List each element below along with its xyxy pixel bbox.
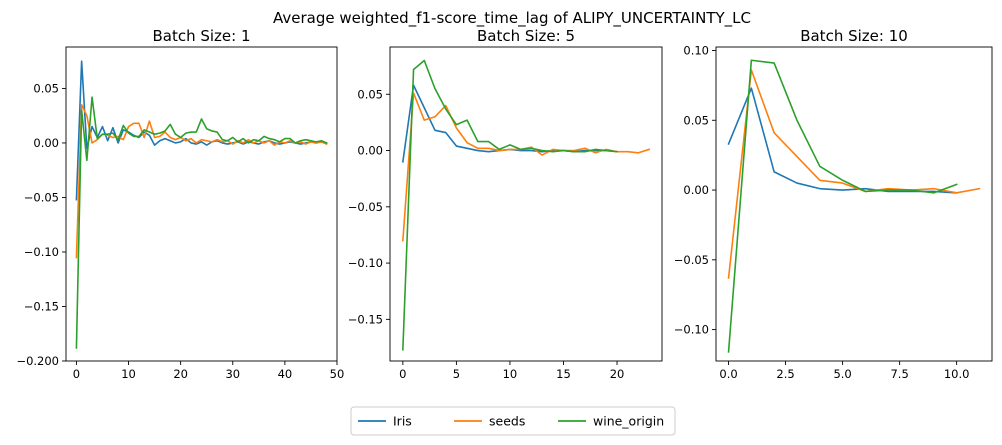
series-line-iris xyxy=(727,87,958,194)
legend: Iris seeds wine_origin xyxy=(350,406,676,436)
axes-frame xyxy=(715,46,993,362)
series-line-seeds xyxy=(727,69,981,279)
subplot-title: Batch Size: 5 xyxy=(477,27,575,45)
x-tick-label: 15 xyxy=(556,367,571,381)
subplot-title: Batch Size: 1 xyxy=(152,27,250,45)
series-line-seeds xyxy=(75,103,328,259)
y-tick-label: −0.05 xyxy=(674,253,709,267)
y-tick-label: −0.15 xyxy=(348,312,383,326)
y-tick-label: −0.10 xyxy=(674,323,709,337)
subplot-2: Batch Size: 5 0 5 10 15 20 −0.15 −0.10 −0.05 0.00… xyxy=(348,27,663,381)
x-tick-label: 2.5 xyxy=(776,367,794,381)
subplot-title: Batch Size: 10 xyxy=(800,27,908,45)
y-tick-label: 0.05 xyxy=(33,81,59,95)
x-tick-label: 0 xyxy=(73,367,80,381)
x-tick-label: 5.0 xyxy=(833,367,851,381)
series-line-iris xyxy=(401,84,618,163)
legend-frame xyxy=(350,406,676,436)
x-tick-label: 40 xyxy=(278,367,293,381)
axes-frame xyxy=(65,46,338,362)
series-line-wine-origin xyxy=(727,59,958,353)
y-tick-label: 0.00 xyxy=(33,136,59,150)
x-tick-label: 7.5 xyxy=(890,367,908,381)
legend-label: Iris xyxy=(393,414,412,429)
y-tick-label: −0.05 xyxy=(24,190,59,204)
x-tick-label: 10 xyxy=(503,367,518,381)
series-line-wine-origin xyxy=(75,96,328,349)
legend-label: wine_origin xyxy=(593,414,664,429)
y-tick-label: 0.10 xyxy=(683,43,709,57)
y-tick-label: 0.00 xyxy=(683,183,709,197)
axes-frame xyxy=(389,46,663,362)
subplot-3: Batch Size: 10 0.0 2.5 5.0 7.5 10.0 −0.10 −0.05… xyxy=(674,27,993,381)
subplots: Batch Size: 10 10 20 30 40 50−0.200−0.15−0.10… xyxy=(16,27,993,381)
y-tick-label: 0.05 xyxy=(683,113,709,127)
series-line-iris xyxy=(75,60,328,201)
y-tick-label: −0.15 xyxy=(24,299,59,313)
x-tick-label: 20 xyxy=(610,367,625,381)
x-tick-label: 0 xyxy=(399,367,406,381)
series-line-wine-origin xyxy=(402,59,618,351)
y-tick-label: −0.10 xyxy=(24,245,59,259)
figure-suptitle: Average weighted_f1-score_time_lag of AL… xyxy=(273,9,751,28)
series-group xyxy=(75,60,328,349)
y-tick-label: 0.00 xyxy=(357,144,383,158)
y-tick-label: −0.200 xyxy=(16,354,59,368)
legend-label: seeds xyxy=(489,414,525,429)
x-tick-label: 0.0 xyxy=(719,367,737,381)
x-tick-label: 10.0 xyxy=(944,367,970,381)
x-tick-label: 30 xyxy=(225,367,240,381)
y-tick-label: −0.05 xyxy=(348,200,383,214)
x-tick-label: 5 xyxy=(453,367,460,381)
subplot-1: Batch Size: 1 0 10 20 30 40 50 −0.200 −0.15 −0.10… xyxy=(16,27,344,381)
x-tick-label: 50 xyxy=(330,367,345,381)
x-tick-label: 10 xyxy=(121,367,136,381)
series-group xyxy=(401,59,651,351)
series-group xyxy=(727,59,981,353)
y-tick-label: −0.10 xyxy=(348,256,383,270)
y-tick-label: 0.05 xyxy=(357,87,383,101)
x-tick-label: 20 xyxy=(173,367,188,381)
series-line-seeds xyxy=(401,92,651,242)
